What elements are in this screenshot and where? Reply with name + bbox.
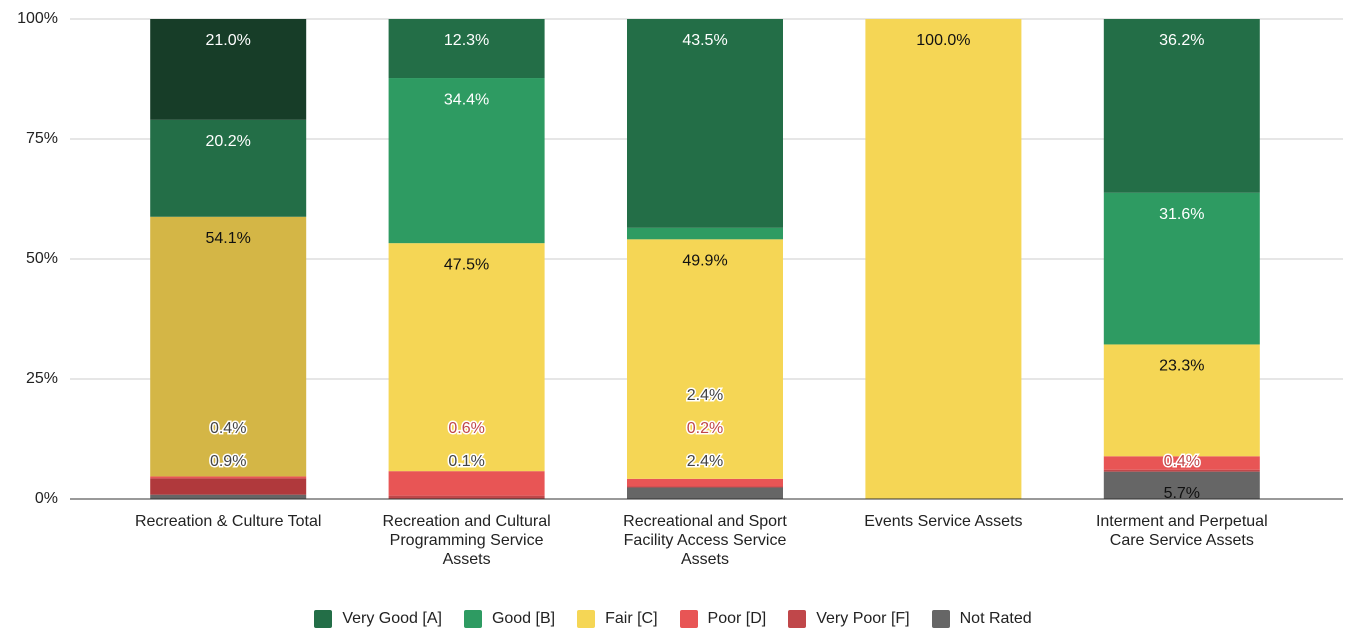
x-tick-label: Recreation & Culture Total [134, 513, 322, 530]
legend-label: Poor [D] [707, 610, 767, 627]
bar-group [865, 19, 1022, 499]
data-label: 31.6% [1159, 206, 1204, 223]
legend-item: Very Good [A] [314, 610, 442, 628]
bar-segment [1103, 471, 1260, 499]
legend-label: Good [B] [491, 610, 556, 627]
legend-swatch [931, 610, 950, 628]
data-label: 0.6% [448, 420, 484, 437]
bar-segment [627, 227, 783, 240]
bar-segment [627, 19, 783, 228]
data-label: 2.4% [687, 453, 723, 470]
legend-item: Fair [C] [577, 610, 658, 628]
y-tick-label: 75% [26, 130, 58, 147]
y-tick-label: 25% [26, 370, 58, 387]
bar-segment [388, 19, 545, 79]
data-label: 47.5% [444, 256, 489, 273]
bar-segment [150, 119, 307, 217]
x-tick-label: Recreational and Sport Facility Access S… [623, 513, 787, 568]
plot: 0% 25% 50% 75% 100% 0.9% 0.4% 54.1% 20.2% 21.0% 0.… [17, 10, 1343, 507]
legend-item: Poor [D] [679, 610, 767, 628]
bar-group [150, 19, 307, 499]
bar-segment [627, 487, 783, 499]
legend-swatch [463, 610, 482, 628]
bar-group [627, 19, 783, 499]
data-label: 20.2% [206, 133, 251, 150]
bar-segment [150, 478, 307, 495]
data-label: 0.2% [687, 420, 723, 437]
bar-segment [627, 239, 783, 479]
data-label: 34.4% [444, 91, 489, 108]
legend-label: Very Good [A] [342, 610, 442, 627]
bar-group [388, 19, 545, 499]
data-label: 36.2% [1159, 32, 1204, 49]
legend-swatch [679, 610, 698, 628]
bar-segment [150, 19, 307, 120]
x-tick-label: Recreation and Cultural Programming Serv… [382, 513, 551, 568]
bar-segment [150, 216, 307, 477]
legend-swatch [788, 610, 807, 628]
data-label: 49.9% [682, 253, 727, 270]
legend-label: Fair [C] [605, 610, 658, 627]
data-label: 0.4% [1164, 453, 1200, 470]
bar-segment [627, 486, 783, 488]
bar-segment [1103, 344, 1260, 457]
bar-segment [388, 78, 545, 244]
bar-segment [150, 494, 307, 499]
bar-segment [627, 478, 783, 487]
bar-segment [388, 495, 545, 499]
data-label: 0.1% [448, 453, 484, 470]
bar-segment [865, 19, 1022, 499]
x-tick-label: Events Service Assets [864, 513, 1023, 530]
y-tick-label: 50% [26, 250, 58, 267]
bar-segment [1103, 456, 1260, 470]
data-label: 12.3% [444, 32, 489, 49]
legend-item: Good [B] [463, 610, 556, 628]
legend-item: Very Poor [F] [788, 610, 910, 628]
bar-segment [388, 243, 545, 472]
data-label: 100.0% [916, 32, 970, 49]
data-label: 0.4% [210, 420, 246, 437]
y-tick-label: 100% [17, 10, 58, 27]
y-tick-label: 0% [35, 490, 58, 507]
legend-item: Not Rated [931, 610, 1032, 628]
legend: Very Good [A] Good [B] Fair [C] Poor [D] Ver… [0, 610, 1346, 628]
legend-label: Not Rated [959, 610, 1032, 627]
bar-segment [1103, 192, 1260, 345]
bar-segment [1103, 19, 1260, 193]
bar-group [1103, 19, 1260, 499]
bar-segment [388, 471, 545, 496]
bar-segment [150, 476, 307, 479]
bar-segment [1103, 469, 1260, 472]
legend-swatch [577, 610, 596, 628]
data-label: 21.0% [206, 32, 251, 49]
x-tick-label: Interment and Perpetual Care Service Ass… [1095, 513, 1268, 549]
data-label: 2.4% [687, 387, 723, 404]
data-label: 5.7% [1164, 485, 1200, 502]
legend-label: Very Poor [F] [816, 610, 910, 627]
data-label: 43.5% [682, 32, 727, 49]
data-label: 54.1% [206, 230, 251, 247]
data-label: 23.3% [1159, 358, 1204, 375]
legend-swatch [314, 610, 333, 628]
data-label: 0.9% [210, 453, 246, 470]
